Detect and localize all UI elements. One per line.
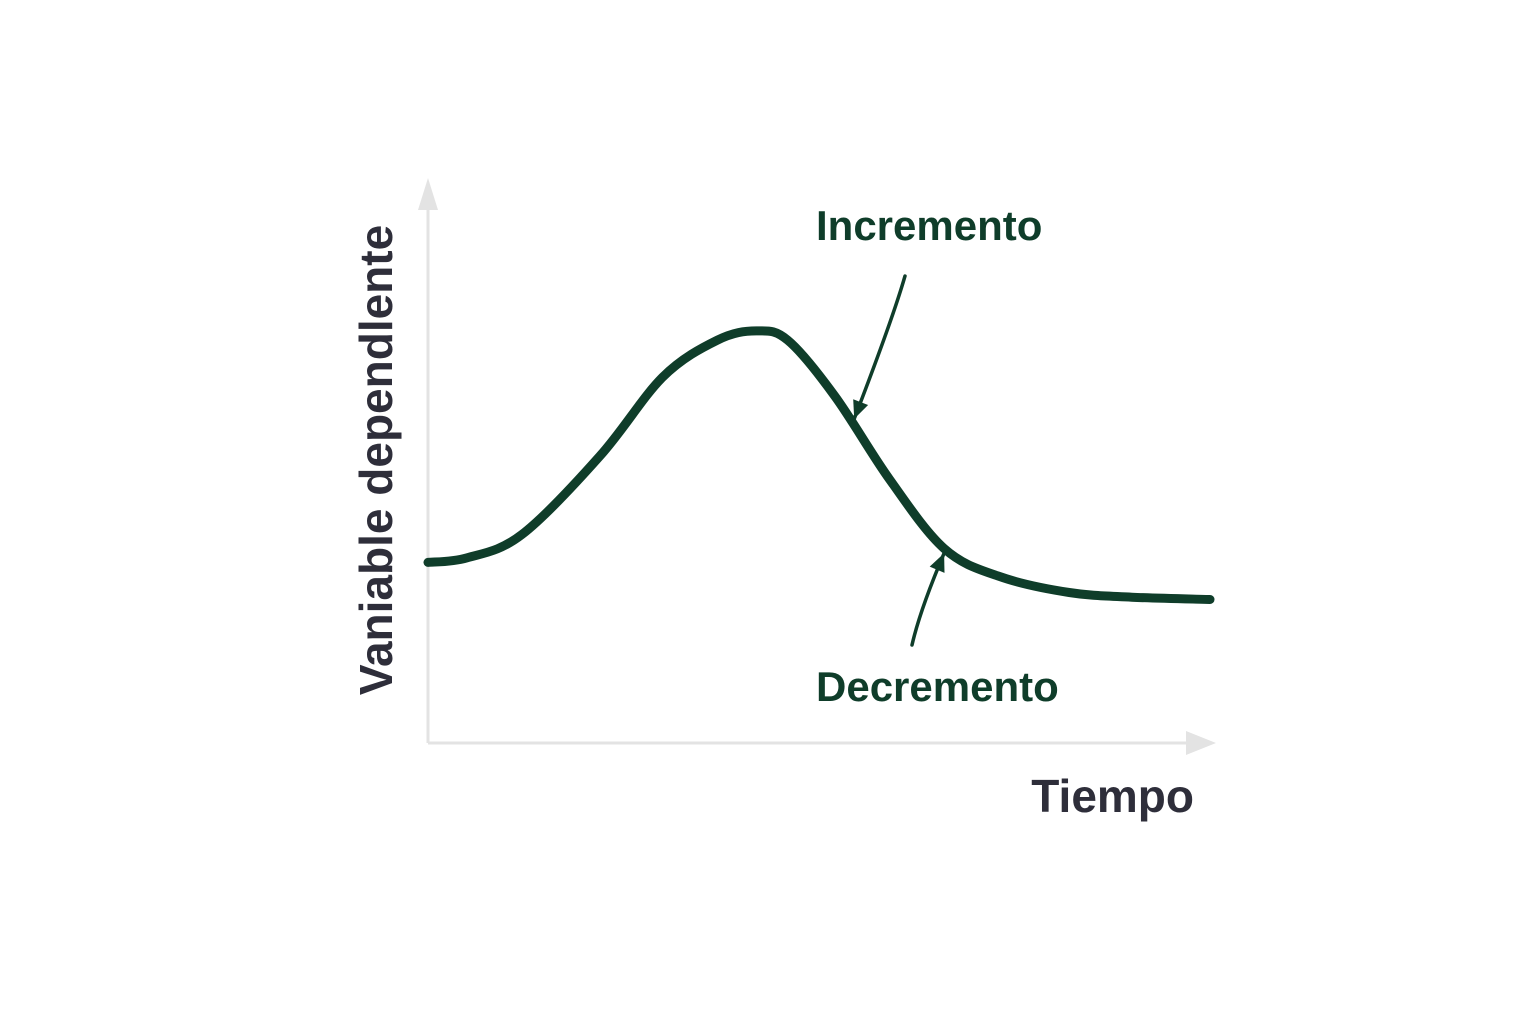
axes: [418, 178, 1216, 755]
y-axis-title: Vaniable dependlente: [350, 225, 402, 695]
annotation-incremento-label: Incremento: [816, 202, 1042, 249]
annotation-incremento-arrowhead: [853, 399, 869, 419]
annotation-incremento-arrow: [852, 274, 907, 421]
x-axis-title: Tiempo: [1031, 770, 1194, 822]
x-axis-arrowhead: [1186, 731, 1216, 755]
annotation-decremento-arrowhead: [929, 553, 945, 573]
y-axis-arrowhead: [418, 178, 438, 210]
series-line: [423, 326, 1215, 604]
annotations: Incremento Decremento: [816, 202, 1059, 710]
annotation-decremento-label: Decremento: [816, 663, 1059, 710]
